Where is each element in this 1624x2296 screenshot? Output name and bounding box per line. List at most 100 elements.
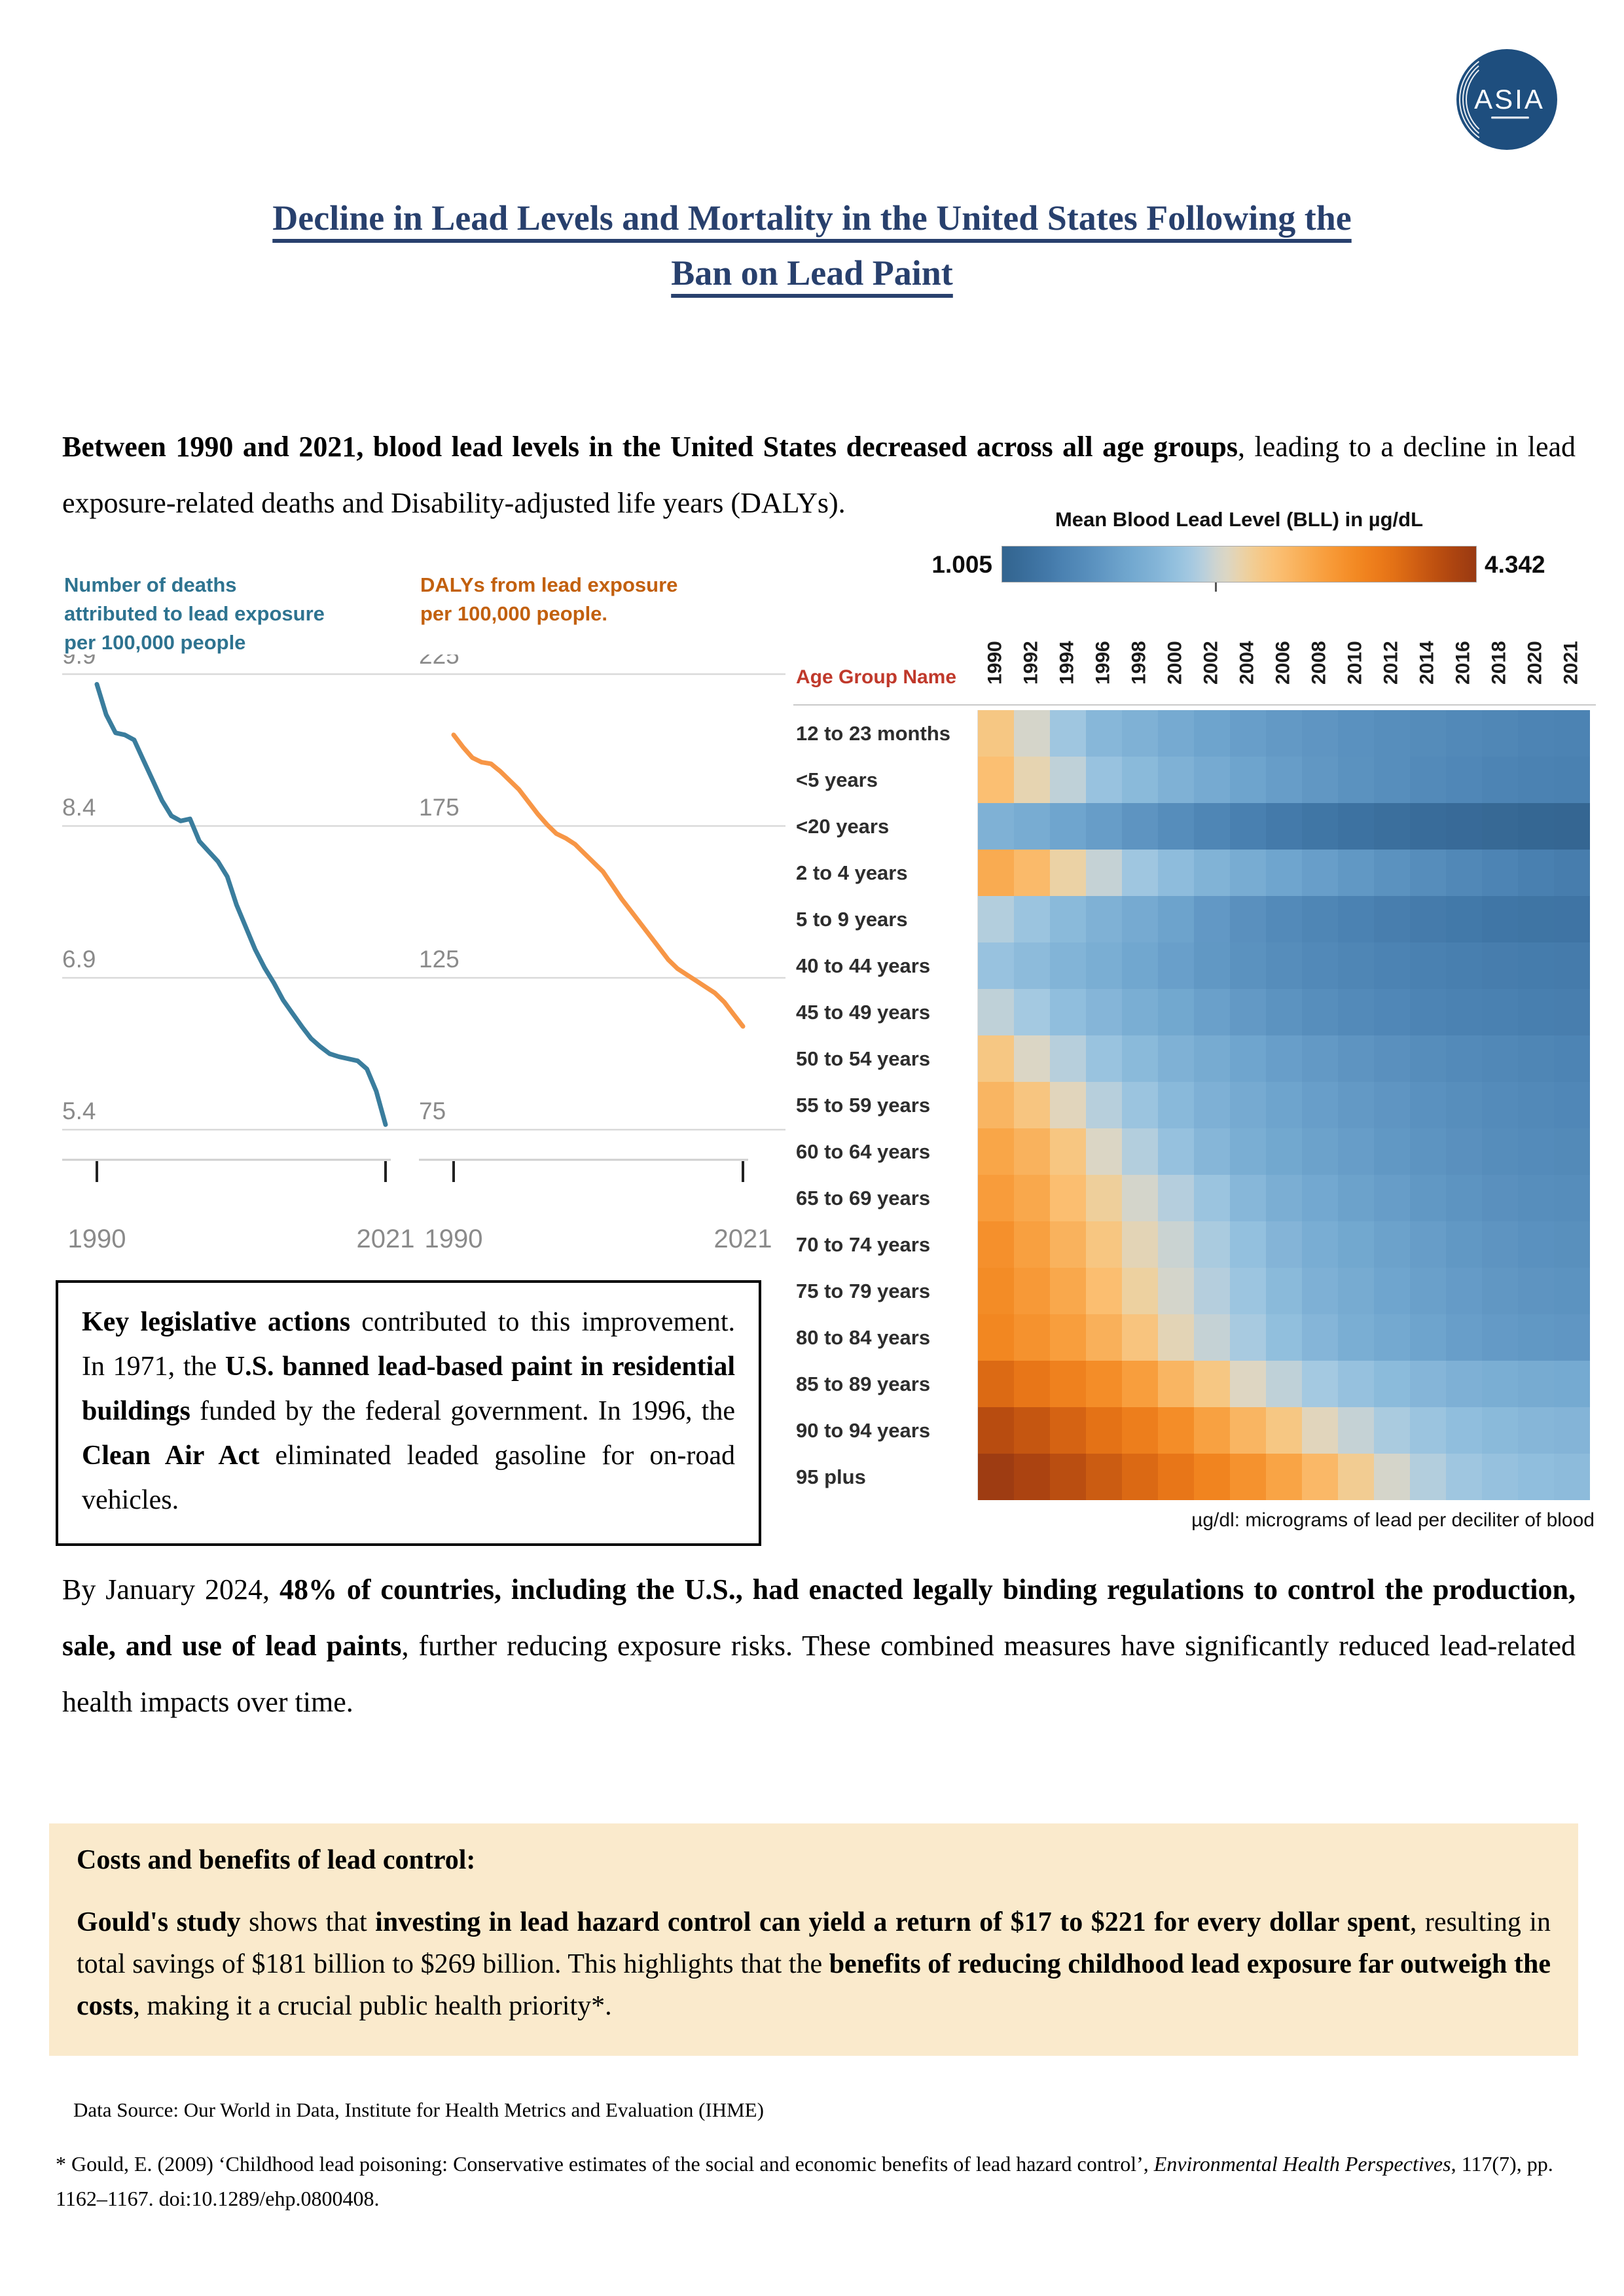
heatmap-cell xyxy=(978,757,1014,803)
heatmap-cell xyxy=(1194,710,1230,757)
heatmap-cell xyxy=(1050,757,1086,803)
heatmap-cell xyxy=(1014,803,1050,850)
heatmap-cell xyxy=(1194,942,1230,989)
text-segment: Key legislative actions xyxy=(82,1307,351,1337)
heatmap-cell xyxy=(1410,1407,1446,1454)
heatmap-cell xyxy=(1482,1221,1518,1268)
heatmap-cell xyxy=(1518,1175,1554,1221)
heatmap-cell xyxy=(1374,1407,1410,1454)
heatmap-cell xyxy=(1194,757,1230,803)
heatmap-cell xyxy=(1086,942,1122,989)
heatmap-cell xyxy=(1122,850,1158,896)
heatmap-cell xyxy=(1050,942,1086,989)
heatmap-cell xyxy=(978,803,1014,850)
heatmap-cell xyxy=(1338,803,1374,850)
heatmap-cell xyxy=(1014,1082,1050,1128)
heatmap-cell xyxy=(1374,710,1410,757)
heatmap-cell xyxy=(1122,1268,1158,1314)
heatmap-cell xyxy=(1302,989,1338,1035)
heatmap-cell xyxy=(1482,1175,1518,1221)
heatmap-age-axis-title: Age Group Name xyxy=(796,666,957,688)
data-line xyxy=(94,682,388,1127)
heatmap-cell xyxy=(1266,1454,1302,1500)
heatmap-cell xyxy=(1158,710,1194,757)
heatmap-year-label: 2014 xyxy=(1416,641,1438,685)
y-tick-label: 75 xyxy=(419,1098,446,1124)
heatmap-cell xyxy=(1014,710,1050,757)
heatmap-cell xyxy=(1266,989,1302,1035)
heatmap-cell xyxy=(1374,1361,1410,1407)
heatmap-cell xyxy=(1266,757,1302,803)
heatmap-cell xyxy=(1302,1454,1338,1500)
heatmap-cell xyxy=(1266,942,1302,989)
page-title-line1: Decline in Lead Levels and Mortality in … xyxy=(272,198,1352,238)
heatmap-cell xyxy=(1410,942,1446,989)
heatmap-cell xyxy=(1230,1314,1266,1361)
asia-logo-icon: ASIA xyxy=(1456,49,1557,150)
heatmap-row-label: 75 to 79 years xyxy=(796,1279,931,1302)
heatmap-cell xyxy=(1302,803,1338,850)
heatmap-cell xyxy=(1554,1268,1590,1314)
heatmap-cell xyxy=(1554,1314,1590,1361)
heatmap-top-rule xyxy=(793,704,1596,706)
heatmap-cell xyxy=(1518,989,1554,1035)
heatmap-cell xyxy=(1482,989,1518,1035)
text-segment: , further reducing exposure risks. These… xyxy=(62,1629,1576,1718)
heatmap-cell xyxy=(978,710,1014,757)
heatmap-row-label: <20 years xyxy=(796,814,890,838)
heatmap-year-label: 2021 xyxy=(1560,641,1582,685)
heatmap-cell xyxy=(1086,803,1122,850)
heatmap-cell xyxy=(1014,1454,1050,1500)
heatmap-cell xyxy=(1374,1035,1410,1082)
heatmap-cell xyxy=(1050,1361,1086,1407)
heatmap-cell xyxy=(1302,1407,1338,1454)
heatmap-year-label: 2002 xyxy=(1200,641,1222,685)
heatmap-year-label: 2010 xyxy=(1344,641,1366,685)
heatmap-cell xyxy=(1158,1175,1194,1221)
heatmap-year-label: 1994 xyxy=(1056,641,1078,685)
heatmap-cell xyxy=(1410,1035,1446,1082)
heatmap-cell xyxy=(1302,757,1338,803)
heatmap-cell xyxy=(1086,757,1122,803)
heatmap-cell xyxy=(1302,1082,1338,1128)
heatmap-cell xyxy=(1122,1407,1158,1454)
heatmap-cell xyxy=(1050,803,1086,850)
text-segment: * Gould, E. (2009) ‘Childhood lead poiso… xyxy=(56,2152,1154,2176)
heatmap-cell xyxy=(1446,989,1482,1035)
heatmap-cell xyxy=(1374,757,1410,803)
heatmap-row-label: 85 to 89 years xyxy=(796,1372,931,1395)
heatmap-cell xyxy=(1086,896,1122,942)
heatmap-cell xyxy=(1554,1175,1590,1221)
deaths-line-chart: 9.9 8.4 6.9 5.4 1990 2021 xyxy=(62,655,419,1253)
heatmap-cell xyxy=(1482,803,1518,850)
heatmap-cell xyxy=(1446,1361,1482,1407)
heatmap-cell xyxy=(1014,1128,1050,1175)
heatmap-cell xyxy=(1194,1221,1230,1268)
asia-logo-text: ASIA xyxy=(1474,84,1545,115)
heatmap-cell xyxy=(1266,1128,1302,1175)
heatmap-cell xyxy=(1122,896,1158,942)
heatmap-cell xyxy=(1554,989,1590,1035)
text-segment: shows that xyxy=(240,1907,376,1937)
heatmap-cell xyxy=(1050,1268,1086,1314)
heatmap-cell xyxy=(1446,1268,1482,1314)
heatmap-cell xyxy=(1374,1082,1410,1128)
text-segment: funded by the federal government. In 199… xyxy=(190,1396,735,1427)
heatmap-cell xyxy=(1518,1082,1554,1128)
heatmap-legend-title: Mean Blood Lead Level (BLL) in µg/dL xyxy=(1055,508,1424,531)
y-tick-label: 125 xyxy=(419,946,460,973)
heatmap-cell xyxy=(1410,710,1446,757)
heatmap-cell xyxy=(1518,710,1554,757)
heatmap-cell xyxy=(1266,710,1302,757)
y-tick-label: 8.4 xyxy=(62,794,96,821)
heatmap-row-label: 60 to 64 years xyxy=(796,1139,931,1163)
heatmap-cell xyxy=(1374,896,1410,942)
heatmap-cell xyxy=(978,1407,1014,1454)
heatmap-cell xyxy=(1338,1175,1374,1221)
heatmap-cell xyxy=(1158,1035,1194,1082)
heatmap-cell xyxy=(1230,989,1266,1035)
heatmap-cell xyxy=(1158,803,1194,850)
heatmap-cell xyxy=(1554,1454,1590,1500)
text-segment: 48% of countries, including the U.S., ha… xyxy=(62,1573,1576,1662)
heatmap-cell xyxy=(1482,1454,1518,1500)
